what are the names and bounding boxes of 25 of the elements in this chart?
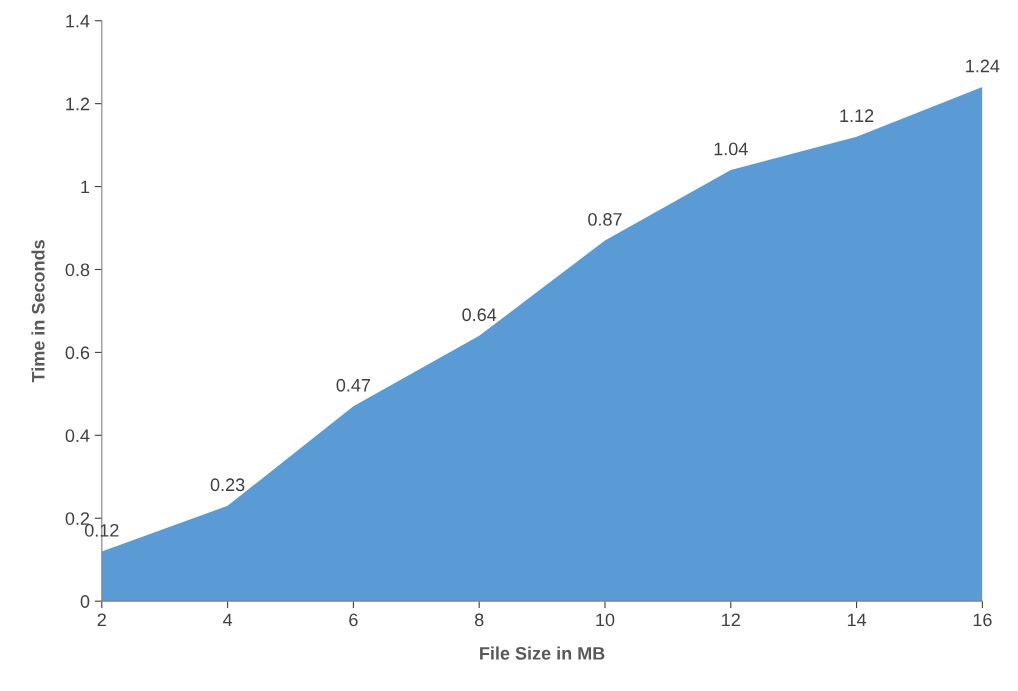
x-axis-title: File Size in MB [480, 646, 605, 660]
y-axis-title: Time in Seconds [31, 240, 45, 383]
y-tick-label: 0.2 [65, 512, 90, 525]
y-tick-label: 1 [81, 180, 90, 194]
y-tick-label: 0.8 [65, 263, 90, 277]
y-tick-label: 0.4 [65, 429, 90, 443]
data-label: 1.04 [714, 142, 748, 156]
y-tick-label: 0.6 [65, 346, 90, 360]
data-label: 0.23 [210, 478, 245, 492]
x-tick-label: 14 [847, 613, 867, 627]
x-tick-label: 8 [474, 613, 484, 627]
x-tick-label: 2 [97, 613, 106, 627]
data-label: 1.12 [840, 109, 874, 122]
data-label: 0.47 [336, 378, 371, 392]
data-label: 1.24 [966, 59, 1000, 73]
y-tick-label: 1.4 [66, 14, 90, 28]
x-tick-label: 6 [349, 613, 358, 627]
x-tick-label: 10 [596, 613, 615, 627]
data-label: 0.87 [588, 213, 622, 226]
data-label: 0.64 [462, 308, 497, 322]
y-tick-label: 0 [80, 595, 90, 608]
x-tick-label: 12 [722, 613, 740, 627]
x-tick-label: 4 [222, 613, 233, 627]
x-tick-label: 16 [973, 613, 992, 627]
y-tick-label: 1.2 [66, 97, 90, 111]
